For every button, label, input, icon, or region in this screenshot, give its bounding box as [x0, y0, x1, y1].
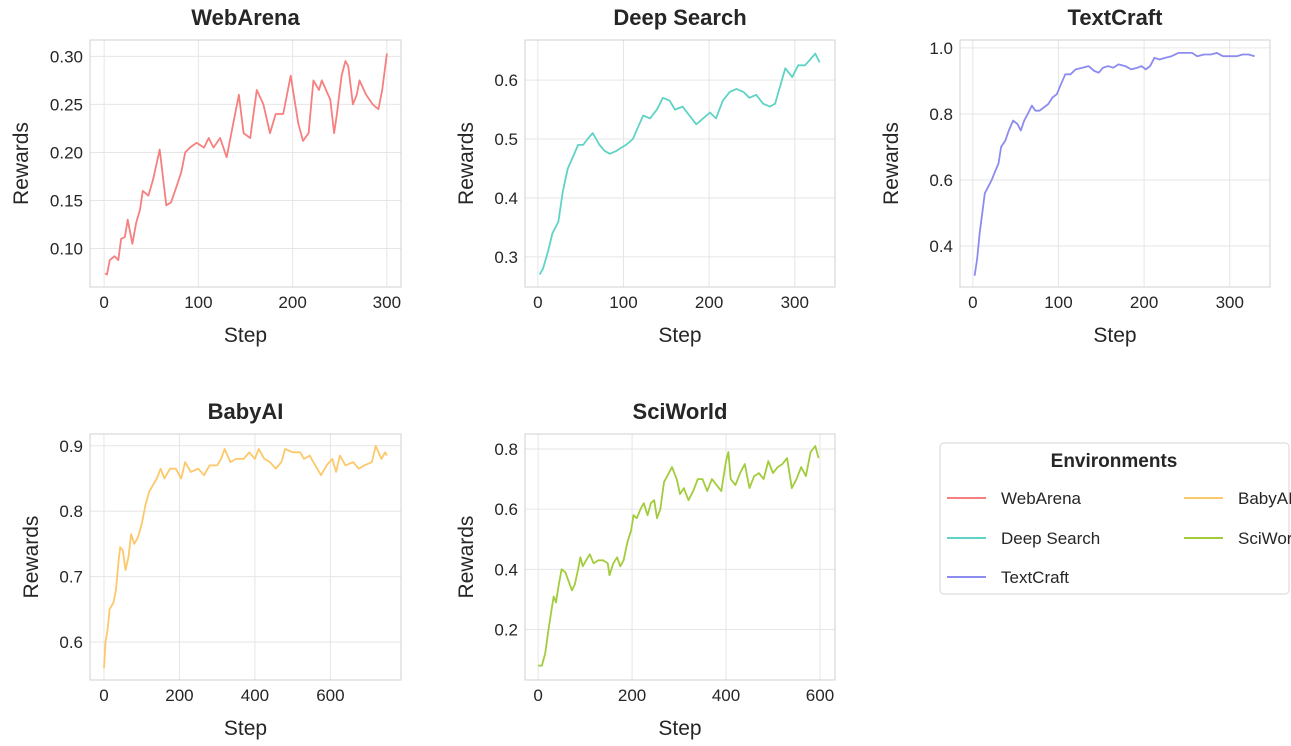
subplot-title: TextCraft: [1068, 5, 1164, 30]
x-tick-label: 400: [712, 686, 740, 705]
y-tick-label: 0.6: [929, 171, 953, 190]
subplot-deep-search: 0 100 200 300 0.3 0.4 0.5 0.6 Deep Search Step Rew…: [455, 5, 836, 347]
y-tick-label: 0.8: [59, 502, 83, 521]
x-tick-label: 200: [695, 293, 723, 312]
x-tick-label: 200: [618, 686, 646, 705]
plot-area: [960, 40, 1270, 287]
subplot-title: BabyAI: [208, 399, 284, 424]
y-tick-label: 0.25: [50, 95, 83, 114]
y-axis-label: Rewards: [455, 516, 478, 599]
y-axis-label: Rewards: [20, 516, 43, 599]
series-line-webarena: [104, 53, 388, 276]
series-line-deep-search: [538, 52, 821, 276]
x-tick-label: 100: [609, 293, 637, 312]
x-tick-label: 300: [781, 293, 809, 312]
x-tick-label: 300: [373, 293, 401, 312]
subplot-sciworld: 0 200 400 600 0.2 0.4 0.6 0.8 SciWorld Step Reward…: [455, 399, 836, 740]
subplots: 0 100 200 3000.100.150.200.250.30WebArenaSt…: [10, 5, 1271, 740]
x-axis-label: Step: [224, 717, 267, 740]
y-tick-label: 0.4: [494, 560, 518, 579]
legend-label: BabyAI: [1238, 489, 1291, 508]
series-line-textcraft: [973, 52, 1255, 276]
x-tick-label: 600: [806, 686, 834, 705]
series-line-sciworld: [538, 445, 820, 667]
plot-area: [525, 434, 835, 680]
x-tick-label: 200: [278, 293, 306, 312]
y-axis-label: Rewards: [10, 122, 33, 205]
legend-title: Environments: [1051, 451, 1178, 472]
subplot-textcraft: 0 100 200 300 0.4 0.6 0.8 1.0 TextCraft Step Rewar…: [880, 5, 1271, 347]
subplot-babyai: 0 200 400 600 0.6 0.7 0.8 0.9 BabyAI Step Rewards: [20, 399, 402, 740]
y-tick-label: 0.4: [494, 189, 518, 208]
x-tick-label: 300: [1216, 293, 1244, 312]
y-tick-label: 0.8: [494, 440, 518, 459]
legend-label: WebArena: [1001, 489, 1082, 508]
x-tick-label: 0: [533, 293, 542, 312]
x-tick-label: 0: [968, 293, 977, 312]
plot-frame: [959, 39, 1271, 288]
y-tick-label: 0.5: [494, 130, 518, 149]
legend-label: Deep Search: [1001, 529, 1100, 548]
legend-entry-textcraft: TextCraft: [947, 568, 1069, 587]
legend: Environments WebArena BabyAI Deep Search Sc…: [939, 442, 1291, 595]
plot-area: [525, 40, 835, 287]
x-tick-label: 400: [241, 686, 269, 705]
y-tick-label: 0.9: [59, 437, 83, 456]
subplot-webarena: 0 100 200 300 0.10 0.15 0.20 0.25 0.30 WebArena St…: [10, 5, 402, 347]
legend-label: SciWorld: [1238, 529, 1291, 548]
x-tick-label: 100: [1044, 293, 1072, 312]
y-tick-label: 0.30: [50, 47, 83, 66]
plot-area: [90, 40, 401, 287]
x-axis-label: Step: [224, 324, 267, 347]
y-tick-label: 0.6: [59, 633, 83, 652]
plot-frame: [524, 433, 836, 681]
x-tick-label: 600: [316, 686, 344, 705]
y-tick-label: 1.0: [929, 39, 953, 58]
y-axis-label: Rewards: [455, 122, 478, 205]
plot-frame: [89, 39, 402, 288]
subplot-title: Deep Search: [613, 5, 746, 30]
y-tick-label: 0.6: [494, 71, 518, 90]
plot-frame: [524, 39, 836, 288]
x-axis-label: Step: [658, 324, 701, 347]
y-tick-label: 0.4: [929, 237, 953, 256]
x-tick-label: 0: [533, 686, 542, 705]
x-tick-label: 100: [184, 293, 212, 312]
legend-entry-sciworld: SciWorld: [1184, 529, 1291, 548]
plot-area: [90, 434, 401, 680]
subplot-title: WebArena: [191, 5, 300, 30]
x-tick-label: 0: [99, 293, 108, 312]
y-tick-label: 0.15: [50, 192, 83, 211]
y-tick-label: 0.10: [50, 240, 83, 259]
series-line-babyai: [103, 444, 388, 669]
legend-label: TextCraft: [1001, 568, 1069, 587]
legend-frame: [939, 442, 1290, 595]
legend-entry-babyai: BabyAI: [1184, 489, 1291, 508]
y-tick-label: 0.3: [494, 248, 518, 267]
x-tick-label: 200: [165, 686, 193, 705]
x-axis-label: Step: [1093, 324, 1136, 347]
plot-frame: [89, 433, 402, 681]
y-tick-label: 0.6: [494, 500, 518, 519]
x-tick-label: 0: [99, 686, 108, 705]
x-tick-label: 200: [1130, 293, 1158, 312]
y-tick-label: 0.20: [50, 143, 83, 162]
y-tick-label: 0.8: [929, 105, 953, 124]
x-axis-label: Step: [658, 717, 701, 740]
y-tick-label: 0.7: [59, 568, 83, 587]
legend-entry-deep-search: Deep Search: [947, 529, 1100, 548]
subplot-title: SciWorld: [633, 399, 728, 424]
y-tick-label: 0.2: [494, 620, 518, 639]
y-axis-label: Rewards: [880, 122, 903, 205]
legend-entry-webarena: WebArena: [947, 489, 1082, 508]
